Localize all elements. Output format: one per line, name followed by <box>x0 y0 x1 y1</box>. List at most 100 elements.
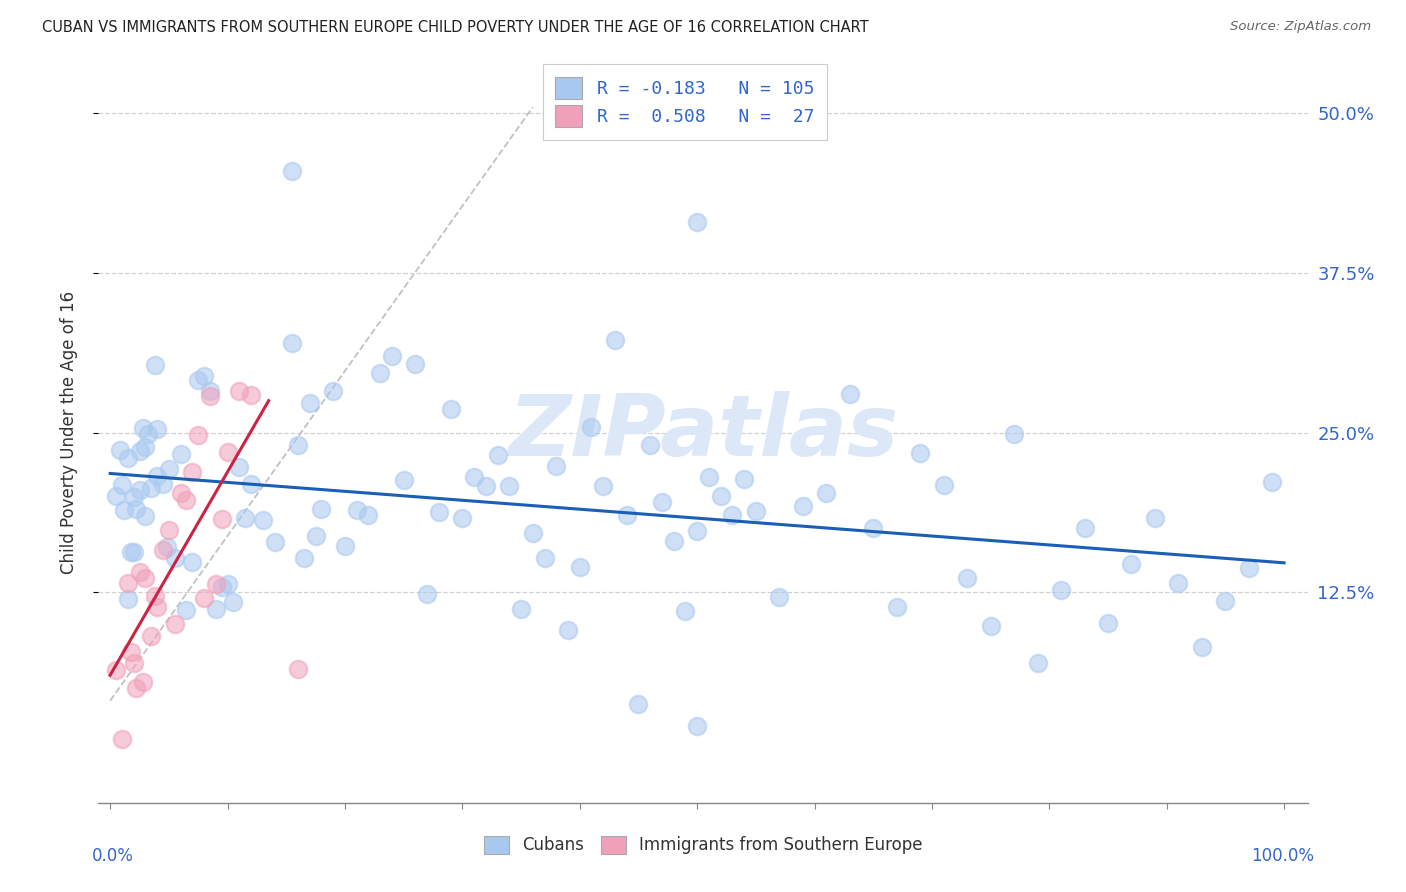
Point <box>233 511 256 525</box>
Point <box>193 368 215 383</box>
Point <box>198 384 221 398</box>
Point <box>176 493 198 508</box>
Point <box>136 427 159 442</box>
Point <box>1050 583 1073 598</box>
Point <box>187 428 209 442</box>
Point <box>697 470 720 484</box>
Point <box>1215 594 1237 608</box>
Point <box>122 656 145 670</box>
Point <box>546 459 568 474</box>
Point <box>125 681 148 695</box>
Point <box>1143 511 1166 525</box>
Point <box>152 542 174 557</box>
Point <box>108 443 131 458</box>
Point <box>557 623 579 637</box>
Point <box>117 575 139 590</box>
Point <box>368 366 391 380</box>
Point <box>1261 475 1284 490</box>
Point <box>122 490 145 504</box>
Point <box>956 571 979 585</box>
Point <box>686 215 709 229</box>
Point <box>463 470 485 484</box>
Point <box>157 523 180 537</box>
Point <box>533 551 555 566</box>
Point <box>651 495 673 509</box>
Point <box>439 402 461 417</box>
Point <box>838 387 860 401</box>
Point <box>125 501 148 516</box>
Point <box>146 600 169 615</box>
Point <box>721 508 744 522</box>
Point <box>252 512 274 526</box>
Point <box>228 460 250 475</box>
Point <box>187 373 209 387</box>
Point <box>627 697 650 711</box>
Point <box>134 571 156 585</box>
Point <box>155 540 177 554</box>
Point <box>815 485 838 500</box>
Point <box>128 483 150 497</box>
Point <box>240 388 263 402</box>
Point <box>792 499 814 513</box>
Point <box>287 662 309 676</box>
Point <box>105 663 128 677</box>
Point <box>357 508 380 522</box>
Point <box>134 508 156 523</box>
Point <box>322 384 344 398</box>
Point <box>105 489 128 503</box>
Point <box>392 474 415 488</box>
Point <box>146 469 169 483</box>
Point <box>169 447 191 461</box>
Point <box>228 384 250 399</box>
Point <box>120 545 142 559</box>
Point <box>427 505 450 519</box>
Legend: Cubans, Immigrants from Southern Europe: Cubans, Immigrants from Southern Europe <box>477 829 929 861</box>
Text: 0.0%: 0.0% <box>93 847 134 865</box>
Point <box>686 719 709 733</box>
Point <box>204 601 226 615</box>
Point <box>132 420 155 434</box>
Point <box>510 601 533 615</box>
Point <box>211 580 233 594</box>
Point <box>886 600 908 615</box>
Point <box>143 589 166 603</box>
Point <box>141 481 163 495</box>
Point <box>592 479 614 493</box>
Point <box>111 478 134 492</box>
Point <box>1237 560 1260 574</box>
Point <box>152 476 174 491</box>
Point <box>381 349 404 363</box>
Point <box>451 510 474 524</box>
Point <box>132 674 155 689</box>
Point <box>1002 426 1025 441</box>
Point <box>932 478 955 492</box>
Text: ZIPatlas: ZIPatlas <box>508 391 898 475</box>
Point <box>1026 657 1049 671</box>
Point <box>862 521 884 535</box>
Point <box>169 485 191 500</box>
Point <box>733 472 755 486</box>
Point <box>980 618 1002 632</box>
Point <box>662 534 685 549</box>
Point <box>522 525 544 540</box>
Point <box>304 529 326 543</box>
Point <box>745 504 768 518</box>
Point <box>568 560 591 574</box>
Text: Source: ZipAtlas.com: Source: ZipAtlas.com <box>1230 20 1371 33</box>
Point <box>120 645 142 659</box>
Point <box>603 334 626 348</box>
Point <box>217 577 239 591</box>
Point <box>163 551 186 566</box>
Y-axis label: Child Poverty Under the Age of 16: Child Poverty Under the Age of 16 <box>59 291 77 574</box>
Point <box>281 164 304 178</box>
Point <box>112 502 135 516</box>
Point <box>122 544 145 558</box>
Point <box>176 603 198 617</box>
Point <box>404 357 426 371</box>
Point <box>163 617 186 632</box>
Point <box>498 479 520 493</box>
Point <box>581 420 603 434</box>
Point <box>141 629 163 643</box>
Point <box>181 555 204 569</box>
Point <box>1073 520 1095 534</box>
